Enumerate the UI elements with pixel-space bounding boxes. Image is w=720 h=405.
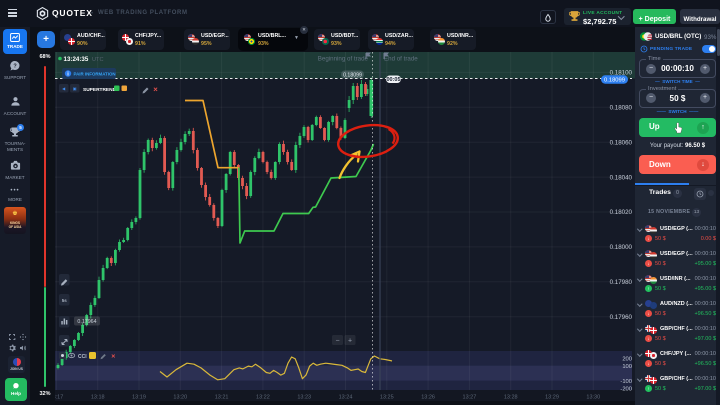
svg-text:▣: ▣ [73, 86, 77, 91]
svg-text:PAIR INFORMATION: PAIR INFORMATION [74, 71, 116, 76]
svg-text:✕: ✕ [153, 87, 158, 94]
svg-text:SUPERTREND: SUPERTREND [83, 87, 117, 93]
svg-text:-100: -100 [620, 379, 632, 385]
svg-text:100: 100 [622, 364, 632, 370]
svg-text:+: + [348, 338, 352, 345]
svg-text:0.18000: 0.18000 [610, 244, 633, 251]
svg-text:13:26: 13:26 [421, 395, 435, 401]
svg-text:13:27: 13:27 [463, 395, 477, 401]
svg-text:UTC: UTC [92, 57, 104, 63]
svg-text:13:22: 13:22 [256, 395, 270, 401]
svg-text:13:21: 13:21 [215, 395, 229, 401]
svg-text:13:17: 13:17 [55, 395, 63, 401]
svg-text:Beginning of trade: Beginning of trade [318, 56, 369, 63]
svg-text:13:19: 13:19 [132, 395, 146, 401]
svg-text:0.18080: 0.18080 [610, 105, 633, 112]
svg-text:0.18060: 0.18060 [610, 139, 633, 146]
svg-text:0.18020: 0.18020 [610, 209, 633, 216]
svg-text:13:30: 13:30 [586, 395, 600, 401]
svg-text:0.18040: 0.18040 [610, 174, 633, 181]
svg-text:00:05: 00:05 [386, 77, 400, 83]
svg-text:i: i [67, 72, 69, 78]
svg-text:13:24: 13:24 [339, 395, 353, 401]
svg-text:-200: -200 [620, 386, 632, 392]
svg-text:End of trade: End of trade [384, 56, 418, 63]
svg-text:13:28: 13:28 [504, 395, 518, 401]
svg-text:13:25: 13:25 [380, 395, 394, 401]
svg-text:200: 200 [622, 357, 632, 363]
svg-text:?: ? [13, 64, 17, 70]
svg-text:−: − [335, 338, 339, 345]
svg-text:13:29: 13:29 [545, 395, 559, 401]
svg-text:0.17960: 0.17960 [610, 314, 633, 321]
svg-text:13:20: 13:20 [173, 395, 187, 401]
svg-text:13:18: 13:18 [91, 395, 105, 401]
svg-text:13:24:35: 13:24:35 [64, 56, 89, 63]
svg-text:0.17980: 0.17980 [610, 279, 633, 286]
svg-text:✕: ✕ [111, 353, 116, 360]
svg-text:13:23: 13:23 [297, 395, 311, 401]
svg-text:0.18100: 0.18100 [610, 70, 633, 77]
svg-text:0.18099: 0.18099 [343, 72, 362, 78]
svg-text:0.17964: 0.17964 [77, 319, 96, 325]
svg-text:◀: ◀ [62, 86, 66, 91]
svg-text:0.18099: 0.18099 [604, 78, 625, 84]
svg-text:5s: 5s [62, 298, 68, 303]
svg-text:CCI: CCI [78, 354, 87, 360]
